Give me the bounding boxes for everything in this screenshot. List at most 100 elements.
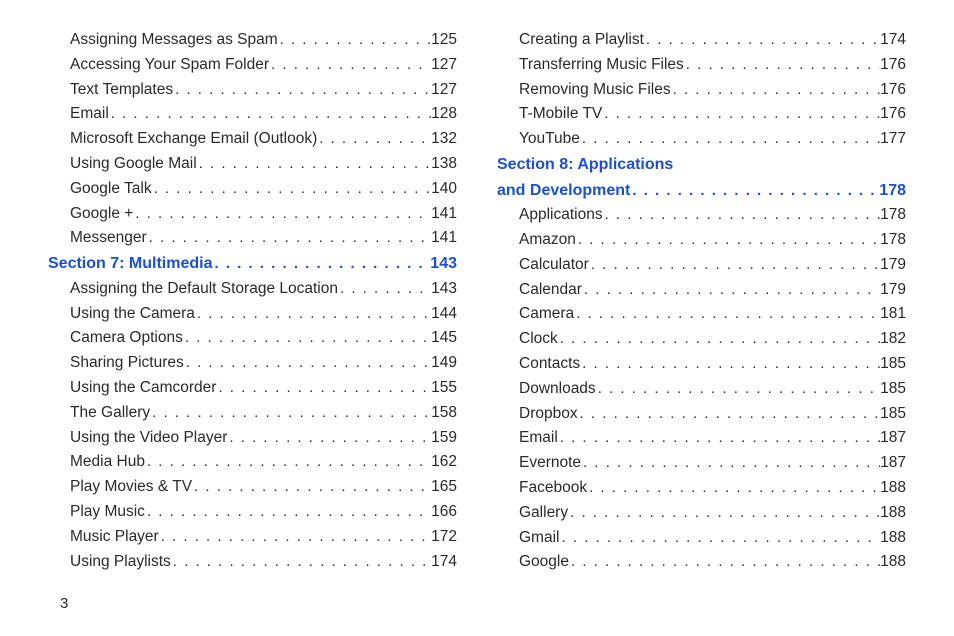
toc-entry[interactable]: Camera Options145 [48, 326, 457, 351]
toc-entry[interactable]: Amazon178 [497, 228, 906, 253]
toc-entry[interactable]: Using the Camera144 [48, 302, 457, 327]
toc-entry-page: 172 [431, 525, 457, 550]
toc-entry-page: 176 [880, 78, 906, 103]
toc-entry[interactable]: Gmail188 [497, 526, 906, 551]
toc-leader-dots [558, 426, 880, 450]
toc-section-heading[interactable]: Section 8: Applicationsand Development17… [497, 152, 906, 203]
toc-leader-dots [152, 177, 432, 201]
toc-entry-page: 132 [431, 127, 457, 152]
toc-entry-label: Contacts [519, 352, 580, 377]
toc-entry[interactable]: Camera 181 [497, 302, 906, 327]
toc-entry[interactable]: YouTube177 [497, 127, 906, 152]
toc-entry[interactable]: Email187 [497, 426, 906, 451]
toc-entry[interactable]: Using Playlists174 [48, 550, 457, 575]
toc-entry-page: 187 [880, 426, 906, 451]
toc-leader-dots [602, 102, 880, 126]
toc-section-heading[interactable]: Section 7: Multimedia143 [48, 251, 457, 277]
toc-leader-dots [269, 53, 431, 77]
toc-entry[interactable]: Applications178 [497, 203, 906, 228]
toc-entry[interactable]: Sharing Pictures 149 [48, 351, 457, 376]
toc-entry[interactable]: Messenger141 [48, 226, 457, 251]
toc-section-label: and Development [497, 178, 630, 204]
toc-section-page: 178 [879, 178, 906, 204]
toc-entry[interactable]: Removing Music Files176 [497, 78, 906, 103]
toc-entry[interactable]: Microsoft Exchange Email (Outlook) 132 [48, 127, 457, 152]
toc-entry[interactable]: Google188 [497, 550, 906, 575]
toc-entry[interactable]: Music Player 172 [48, 525, 457, 550]
toc-entry[interactable]: Using the Video Player159 [48, 426, 457, 451]
toc-leader-dots [173, 78, 431, 102]
toc-entry[interactable]: Transferring Music Files176 [497, 53, 906, 78]
toc-leader-dots [150, 401, 431, 425]
toc-entry-label: Music Player [70, 525, 159, 550]
toc-entry-page: 143 [431, 277, 457, 302]
toc-entry[interactable]: Dropbox 185 [497, 402, 906, 427]
toc-entry[interactable]: Using Google Mail138 [48, 152, 457, 177]
toc-leader-dots [171, 550, 431, 574]
toc-entry-label: Creating a Playlist [519, 28, 644, 53]
toc-entry[interactable]: Using the Camcorder155 [48, 376, 457, 401]
toc-leader-dots [581, 451, 880, 475]
toc-entry-page: 181 [880, 302, 906, 327]
toc-entry-label: Microsoft Exchange Email (Outlook) [70, 127, 317, 152]
toc-entry[interactable]: Google Talk140 [48, 177, 457, 202]
toc-leader-dots [184, 351, 431, 375]
toc-entry[interactable]: Assigning Messages as Spam125 [48, 28, 457, 53]
toc-leader-dots [159, 525, 431, 549]
toc-leader-dots [578, 402, 881, 426]
toc-entry-label: Facebook [519, 476, 587, 501]
toc-entry-label: Google + [70, 202, 133, 227]
toc-leader-dots [587, 476, 880, 500]
toc-entry-label: Assigning the Default Storage Location [70, 277, 338, 302]
toc-leader-dots [569, 550, 880, 574]
toc-leader-dots [278, 28, 431, 52]
toc-entry[interactable]: Downloads185 [497, 377, 906, 402]
toc-entry-label: Play Movies & TV [70, 475, 192, 500]
toc-entry-page: 179 [880, 278, 906, 303]
toc-leader-dots [338, 277, 431, 301]
toc-entry[interactable]: Clock182 [497, 327, 906, 352]
toc-entry[interactable]: Email128 [48, 102, 457, 127]
toc-entry-label: Dropbox [519, 402, 578, 427]
toc-entry[interactable]: Creating a Playlist174 [497, 28, 906, 53]
toc-entry[interactable]: Assigning the Default Storage Location 14… [48, 277, 457, 302]
toc-entry[interactable]: Calculator179 [497, 253, 906, 278]
toc-entry-page: 174 [431, 550, 457, 575]
toc-entry-page: 149 [431, 351, 457, 376]
toc-entry-page: 162 [431, 450, 457, 475]
toc-entry-page: 177 [880, 127, 906, 152]
toc-entry-page: 138 [431, 152, 457, 177]
toc-entry[interactable]: Accessing Your Spam Folder127 [48, 53, 457, 78]
toc-entry[interactable]: Contacts185 [497, 352, 906, 377]
toc-entry-page: 155 [431, 376, 457, 401]
toc-entry[interactable]: Evernote187 [497, 451, 906, 476]
toc-entry-page: 166 [431, 500, 457, 525]
toc-leader-dots [195, 302, 431, 326]
toc-entry-page: 185 [880, 402, 906, 427]
toc-entry[interactable]: Google +141 [48, 202, 457, 227]
toc-entry[interactable]: Gallery188 [497, 501, 906, 526]
toc-leader-dots [568, 501, 880, 525]
toc-entry[interactable]: Play Music166 [48, 500, 457, 525]
toc-entry-label: Camera [519, 302, 574, 327]
toc-entry[interactable]: Facebook188 [497, 476, 906, 501]
toc-entry-page: 158 [431, 401, 457, 426]
toc-leader-dots [197, 152, 431, 176]
toc-entry[interactable]: Text Templates127 [48, 78, 457, 103]
toc-column-left: Assigning Messages as Spam125Accessing Y… [48, 28, 457, 575]
toc-entry-label: Media Hub [70, 450, 145, 475]
toc-entry[interactable]: T-Mobile TV176 [497, 102, 906, 127]
toc-leader-dots [192, 475, 431, 499]
toc-entry-label: T-Mobile TV [519, 102, 602, 127]
toc-entry-page: 140 [431, 177, 457, 202]
toc-entry[interactable]: Calendar179 [497, 278, 906, 303]
toc-entry-label: Applications [519, 203, 603, 228]
toc-leader-dots [145, 500, 431, 524]
toc-entry[interactable]: The Gallery158 [48, 401, 457, 426]
toc-entry-label: Sharing Pictures [70, 351, 184, 376]
toc-section-label: Section 7: Multimedia [48, 251, 212, 277]
toc-entry[interactable]: Play Movies & TV165 [48, 475, 457, 500]
toc-leader-dots [684, 53, 880, 77]
toc-entry[interactable]: Media Hub 162 [48, 450, 457, 475]
toc-leader-dots [147, 226, 431, 250]
